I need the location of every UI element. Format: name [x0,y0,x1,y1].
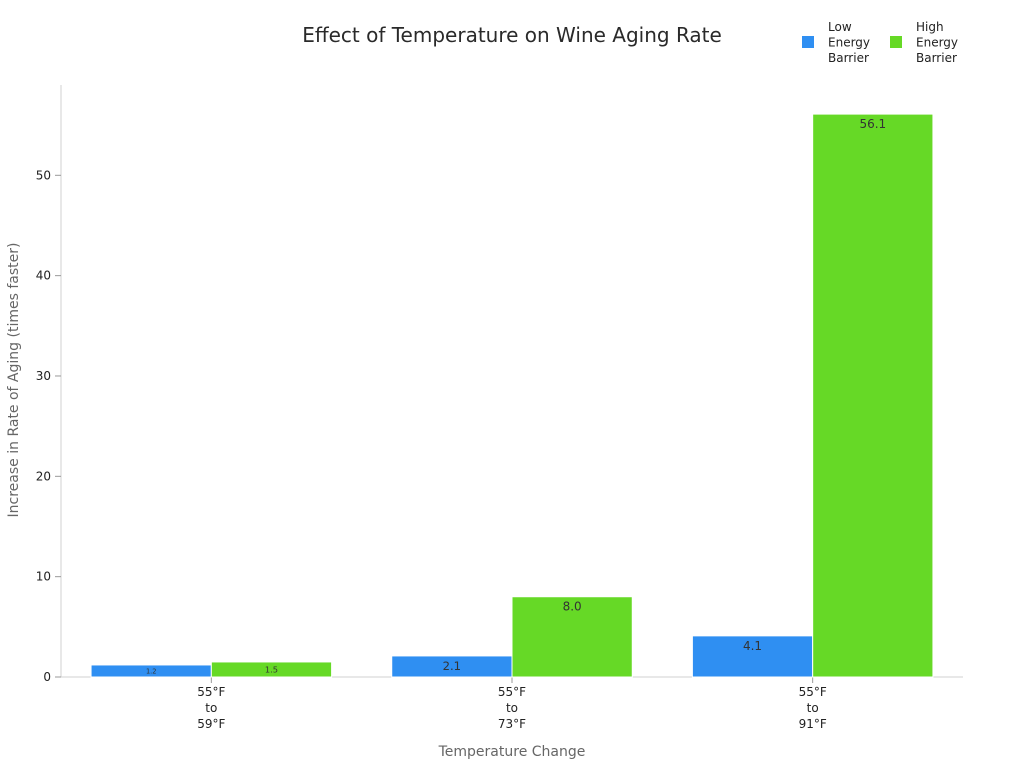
y-axis-title: Increase in Rate of Aging (times faster) [6,243,22,518]
y-tick-label: 40 [36,269,51,283]
legend-label: Low Energy Barrier [828,20,870,65]
legend-label: High Energy Barrier [916,20,958,65]
y-tick-label: 50 [36,168,51,182]
chart-title: Effect of Temperature on Wine Aging Rate [302,23,722,47]
x-axis-title: Temperature Change [438,744,586,760]
x-tick-label-line: to [205,701,217,715]
x-tick-label-line: 55°F [498,685,526,699]
x-tick-label-line: 91°F [799,717,827,731]
bar [812,113,934,678]
x-tick-label-line: to [807,701,819,715]
y-tick-label: 30 [36,369,51,383]
legend-swatch [890,36,902,48]
x-tick-label-line: to [506,701,518,715]
data-label: 8.0 [563,600,582,614]
data-label: 2.1 [443,659,461,673]
x-tick-label-line: 55°F [197,685,225,699]
legend-swatch [802,36,814,48]
x-tick-label-line: 73°F [498,717,526,731]
data-label: 1.5 [265,664,278,674]
data-label: 1.2 [146,667,157,675]
legend-label-line: Barrier [828,51,869,65]
x-tick-label: 55°F to 91°F [799,685,827,731]
data-label: 4.1 [743,639,762,653]
bar [210,661,333,678]
y-tick-label: 10 [36,570,51,584]
axes: 0 10 20 30 40 50 55°F to 59°F 55°F to 73°F 55°F to 91°… [36,85,963,731]
legend-label-line: Low [828,20,852,34]
legend-label-line: Energy [828,36,870,50]
legend-label-line: Barrier [916,51,957,65]
x-tick-label-line: 55°F [799,685,827,699]
x-tick-label: 55°F to 73°F [498,685,526,731]
data-label: 56.1 [859,117,886,131]
x-tick-label: 55°F to 59°F [197,685,225,731]
y-tick-label: 0 [43,670,51,684]
bar [511,596,633,678]
x-tick-label-line: 59°F [197,717,225,731]
legend-label-line: High [916,20,944,34]
bar [691,635,814,678]
y-tick-label: 20 [36,469,51,483]
bars: 1.2 1.5 2.1 8.0 4.1 56.1 [90,113,934,678]
legend-label-line: Energy [916,36,958,50]
